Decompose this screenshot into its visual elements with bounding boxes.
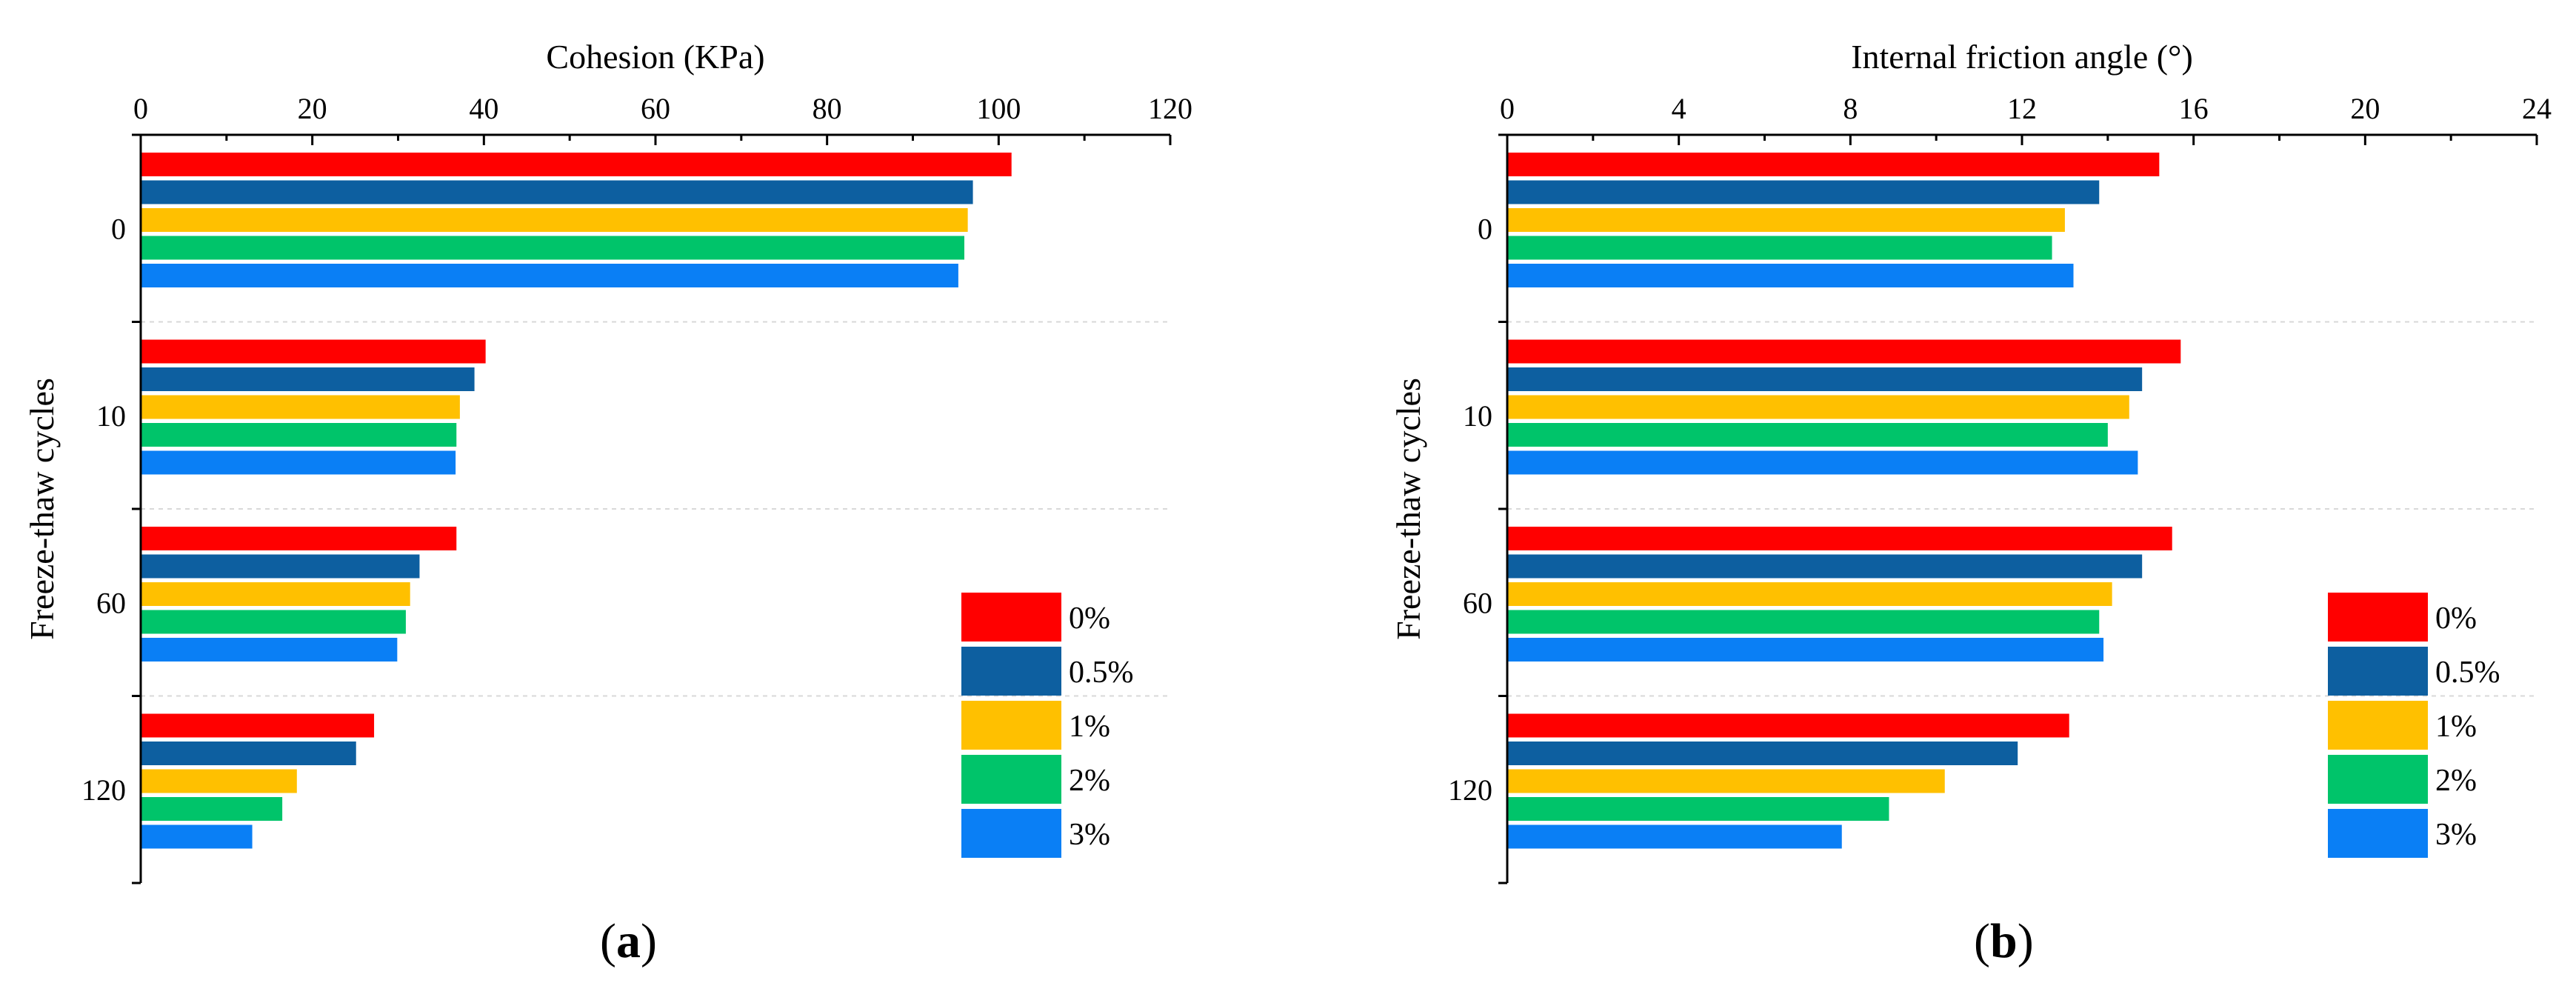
legend-swatch [961,647,1061,696]
y-category-label: 10 [1463,399,1492,433]
bar-0-5pct-cycles-10 [141,367,475,391]
legend-label: 1% [2435,710,2477,744]
x-tick-label: 20 [2350,92,2380,125]
legend-label: 3% [2435,818,2477,852]
panel-label-open: ( [600,914,616,968]
x-tick-label: 20 [298,92,327,125]
y-axis-title: Freeze-thaw cycles [1389,378,1427,640]
bar-0-5pct-cycles-60 [1507,554,2143,579]
bar-1pct-cycles-60 [141,582,410,606]
bar-3pct-cycles-60 [1507,638,2104,662]
bar-0pct-cycles-10 [1507,339,2181,364]
x-tick-label: 0 [133,92,148,125]
legend-label: 0.5% [1069,656,1134,690]
legend: 0% 0.5% 1% 2% 3% [961,593,1134,858]
bar-2pct-cycles-120 [141,797,283,821]
bar-2pct-cycles-60 [141,610,406,634]
bar-0pct-cycles-120 [141,713,375,738]
x-tick-label: 12 [2007,92,2037,125]
panel-label-letter: a [616,914,641,968]
y-category-label: 10 [96,399,126,433]
y-category-label: 0 [111,212,126,245]
legend-swatch [2328,755,2428,804]
x-tick-label: 24 [2522,92,2552,125]
bar-2pct-cycles-10 [1507,423,2108,447]
bar-3pct-cycles-60 [141,638,398,662]
chart-panel-b: 0 4 8 12 16 20 24 0 10 60 120 Internal friction ang… [1389,38,2552,968]
bar-3pct-cycles-0 [1507,264,2074,287]
bar-2pct-cycles-60 [1507,610,2100,634]
legend-label: 0% [2435,602,2477,636]
bar-1pct-cycles-10 [1507,395,2129,419]
y-axis-title: Freeze-thaw cycles [23,378,61,640]
bar-0pct-cycles-0 [1507,153,2160,176]
x-tick-label: 60 [641,92,670,125]
legend-swatch [961,701,1061,750]
x-tick-label: 100 [976,92,1021,125]
bar-1pct-cycles-0 [1507,208,2065,232]
legend: 0% 0.5% 1% 2% 3% [2328,593,2500,858]
legend-label: 1% [1069,710,1110,744]
panel-label-close: ) [2018,914,2034,968]
bar-2pct-cycles-10 [141,423,457,447]
bar-0pct-cycles-60 [1507,527,2172,550]
bar-0pct-cycles-120 [1507,713,2069,738]
legend-label: 3% [1069,818,1110,852]
bar-3pct-cycles-10 [141,450,456,475]
chart-panel-a: 0 20 40 60 80 100 120 0 10 60 120 Cohesion (KPa) Fre… [23,38,1192,968]
x-axis-title: Cohesion (KPa) [546,38,764,76]
panel-label-open: ( [1974,914,1990,968]
bar-0-5pct-cycles-0 [141,180,973,204]
legend-label: 0% [1069,602,1110,636]
legend-swatch [2328,809,2428,858]
bar-1pct-cycles-0 [141,208,968,232]
legend-swatch [2328,647,2428,696]
x-tick-label: 8 [1843,92,1858,125]
legend-label: 2% [1069,764,1110,798]
panel-label: (b) [1974,914,2034,968]
bar-3pct-cycles-120 [1507,824,1842,849]
y-category-label: 120 [1448,773,1492,807]
x-tick-label: 0 [1500,92,1515,125]
legend-swatch [2328,701,2428,750]
panel-label-close: ) [641,914,657,968]
bar-1pct-cycles-60 [1507,582,2112,606]
bar-0-5pct-cycles-120 [141,742,356,765]
bar-2pct-cycles-0 [141,236,964,260]
y-category-label: 60 [96,586,126,619]
bar-0pct-cycles-0 [141,153,1012,176]
legend-swatch [961,755,1061,804]
bar-0pct-cycles-60 [141,527,457,550]
y-category-label: 0 [1478,212,1492,245]
bar-1pct-cycles-120 [141,769,297,793]
bar-0pct-cycles-10 [141,339,486,364]
legend-swatch [961,809,1061,858]
x-tick-label: 80 [812,92,842,125]
bar-3pct-cycles-0 [141,264,958,287]
bar-1pct-cycles-120 [1507,769,1945,793]
bar-0-5pct-cycles-10 [1507,367,2143,391]
legend-swatch [2328,593,2428,642]
y-category-label: 120 [81,773,126,807]
bar-2pct-cycles-0 [1507,236,2052,260]
bar-2pct-cycles-120 [1507,797,1889,821]
bar-0-5pct-cycles-120 [1507,742,2018,765]
x-tick-label: 16 [2179,92,2209,125]
bar-0-5pct-cycles-0 [1507,180,2100,204]
bar-3pct-cycles-120 [141,824,253,849]
y-category-label: 60 [1463,586,1492,619]
panel-label: (a) [600,914,657,968]
legend-label: 0.5% [2435,656,2500,690]
legend-swatch [961,593,1061,642]
legend-label: 2% [2435,764,2477,798]
x-tick-label: 4 [1672,92,1686,125]
panel-label-letter: b [1990,914,2018,968]
x-tick-label: 40 [469,92,498,125]
bar-1pct-cycles-10 [141,395,460,419]
x-tick-label: 120 [1148,92,1192,125]
bar-3pct-cycles-10 [1507,450,2138,475]
bar-0-5pct-cycles-60 [141,554,420,579]
x-axis-title: Internal friction angle (°) [1851,38,2193,76]
